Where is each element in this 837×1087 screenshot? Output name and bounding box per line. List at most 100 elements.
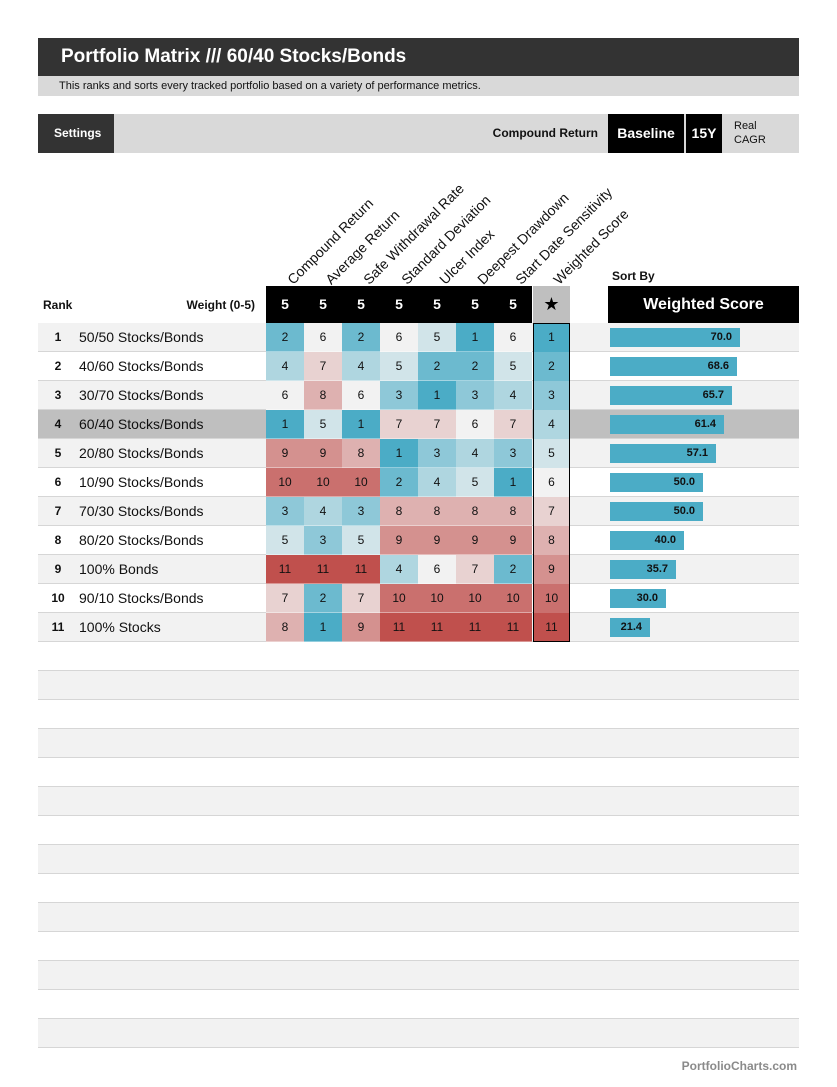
metric-rank-cell: 10 <box>304 468 342 497</box>
row-rank: 6 <box>54 475 62 489</box>
empty-row <box>38 642 799 671</box>
metric-rank-cell: 4 <box>380 555 418 584</box>
portfolio-name[interactable]: 10/90 Stocks/Bonds <box>79 474 204 490</box>
metric-rank-cell: 10 <box>380 584 418 613</box>
weight-column-header: Weight (0-5) <box>186 298 255 312</box>
weight-cell[interactable]: 5 <box>380 286 418 323</box>
metric-rank-cell: 6 <box>342 381 380 410</box>
score-bar-label: 21.4 <box>620 621 642 633</box>
real-cagr-label: Real CAGR <box>734 119 774 147</box>
footer-site-link[interactable]: PortfolioCharts.com <box>681 1059 797 1073</box>
weight-cell[interactable]: 5 <box>342 286 380 323</box>
weighted-score-rank-cell: 8 <box>533 526 570 555</box>
metric-rank-cell: 11 <box>418 613 456 642</box>
metric-rank-cell: 4 <box>418 468 456 497</box>
empty-row <box>38 1019 799 1048</box>
metric-rank-cell: 6 <box>418 555 456 584</box>
metric-rank-cell: 11 <box>494 613 532 642</box>
weight-cell[interactable]: 5 <box>494 286 532 323</box>
score-bar <box>610 444 716 463</box>
metric-rank-cell: 2 <box>304 584 342 613</box>
sort-by-selector[interactable]: Weighted Score <box>608 286 799 323</box>
empty-row <box>38 787 799 816</box>
portfolio-name[interactable]: 100% Bonds <box>79 561 159 577</box>
weighted-score-rank-cell: 10 <box>533 584 570 613</box>
metric-rank-cell: 11 <box>266 555 304 584</box>
settings-button[interactable]: Settings <box>38 114 114 153</box>
portfolio-name[interactable]: 20/80 Stocks/Bonds <box>79 445 204 461</box>
metric-rank-cell: 7 <box>342 584 380 613</box>
score-bar <box>610 328 740 347</box>
metric-rank-cell: 1 <box>456 323 494 352</box>
portfolio-name[interactable]: 60/40 Stocks/Bonds <box>79 416 204 432</box>
metric-rank-cell: 7 <box>266 584 304 613</box>
metric-rank-cell: 10 <box>418 584 456 613</box>
metric-rank-cell: 6 <box>494 323 532 352</box>
weighted-score-rank-cell: 4 <box>533 410 570 439</box>
portfolio-name[interactable]: 50/50 Stocks/Bonds <box>79 329 204 345</box>
metric-rank-cell: 10 <box>456 584 494 613</box>
empty-row <box>38 990 799 1019</box>
metric-rank-cell: 9 <box>266 439 304 468</box>
row-rank: 11 <box>51 620 65 634</box>
period-button[interactable]: 15Y <box>686 114 722 153</box>
weight-cell[interactable]: 5 <box>418 286 456 323</box>
score-bar-label: 61.4 <box>694 418 716 430</box>
portfolio-name[interactable]: 30/70 Stocks/Bonds <box>79 387 204 403</box>
metric-rank-cell: 7 <box>304 352 342 381</box>
weighted-score-rank-cell: 3 <box>533 381 570 410</box>
metric-rank-cell: 1 <box>418 381 456 410</box>
portfolio-name[interactable]: 70/30 Stocks/Bonds <box>79 503 204 519</box>
portfolio-name[interactable]: 90/10 Stocks/Bonds <box>79 590 204 606</box>
weight-cell[interactable]: 5 <box>266 286 304 323</box>
weight-cell[interactable]: 5 <box>456 286 494 323</box>
metric-rank-cell: 3 <box>266 497 304 526</box>
weight-cell[interactable]: 5 <box>304 286 342 323</box>
row-rank: 3 <box>54 388 62 402</box>
score-bar-label: 50.0 <box>673 505 695 517</box>
row-rank: 10 <box>51 591 65 605</box>
metric-rank-cell: 4 <box>456 439 494 468</box>
selected-metric-label: Compound Return <box>492 126 598 140</box>
metric-rank-cell: 11 <box>456 613 494 642</box>
baseline-button[interactable]: Baseline <box>608 114 684 153</box>
metric-rank-cell: 8 <box>342 439 380 468</box>
empty-row <box>38 903 799 932</box>
empty-row <box>38 671 799 700</box>
empty-row <box>38 932 799 961</box>
empty-row <box>38 874 799 903</box>
metric-rank-cell: 9 <box>494 526 532 555</box>
metric-rank-cell: 6 <box>304 323 342 352</box>
metric-rank-cell: 9 <box>456 526 494 555</box>
metric-rank-cell: 5 <box>494 352 532 381</box>
sort-by-label: Sort By <box>612 269 655 283</box>
weighted-score-rank-cell: 7 <box>533 497 570 526</box>
metric-rank-cell: 9 <box>304 439 342 468</box>
empty-row <box>38 729 799 758</box>
weighted-score-rank-cell: 5 <box>533 439 570 468</box>
metric-rank-cell: 8 <box>418 497 456 526</box>
portfolio-name[interactable]: 40/60 Stocks/Bonds <box>79 358 204 374</box>
metric-rank-cell: 9 <box>380 526 418 555</box>
score-bar <box>610 531 684 550</box>
score-bar <box>610 502 703 521</box>
empty-row <box>38 961 799 990</box>
portfolio-name[interactable]: 80/20 Stocks/Bonds <box>79 532 204 548</box>
rank-column-header: Rank <box>43 298 73 312</box>
real-label: Real <box>734 120 757 132</box>
portfolio-name[interactable]: 100% Stocks <box>79 619 161 635</box>
page-title: Portfolio Matrix /// 60/40 Stocks/Bonds <box>38 38 799 76</box>
metric-rank-cell: 6 <box>456 410 494 439</box>
weighted-score-rank-cell: 9 <box>533 555 570 584</box>
metric-rank-cell: 4 <box>342 352 380 381</box>
metric-rank-cell: 4 <box>266 352 304 381</box>
page-subtitle: This ranks and sorts every tracked portf… <box>38 76 799 96</box>
empty-row <box>38 758 799 787</box>
row-rank: 2 <box>54 359 62 373</box>
metric-rank-cell: 8 <box>494 497 532 526</box>
score-bar-label: 68.6 <box>707 360 729 372</box>
metric-rank-cell: 5 <box>380 352 418 381</box>
metric-rank-cell: 1 <box>342 410 380 439</box>
metric-rank-cell: 10 <box>494 584 532 613</box>
metric-rank-cell: 2 <box>494 555 532 584</box>
